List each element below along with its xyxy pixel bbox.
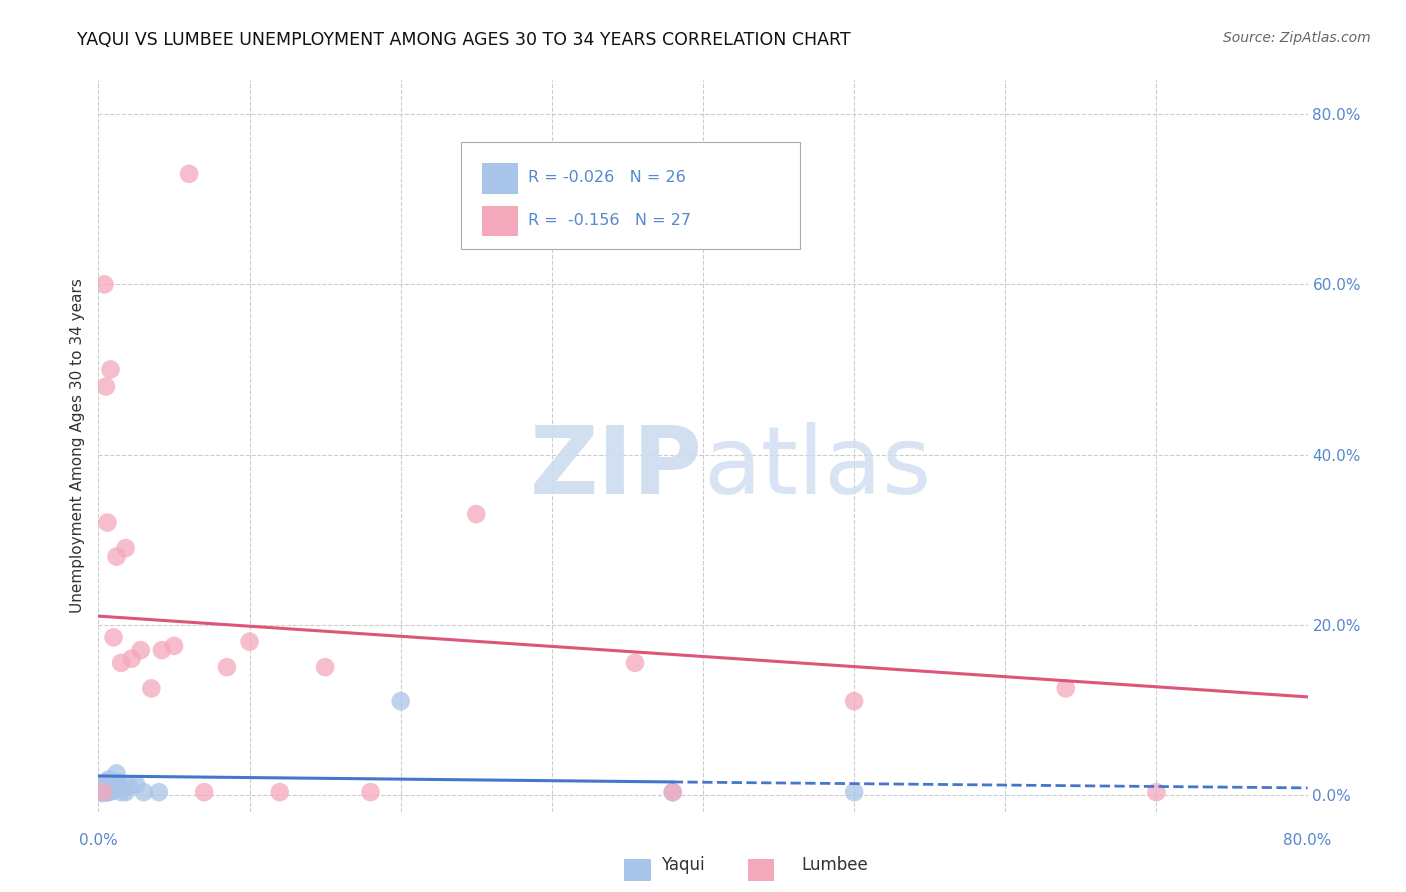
Point xyxy=(141,681,163,696)
Point xyxy=(360,785,382,799)
Point xyxy=(114,785,136,799)
Text: R =  -0.156   N = 27: R = -0.156 N = 27 xyxy=(527,212,690,227)
Point xyxy=(105,766,128,780)
Point xyxy=(101,777,124,791)
Point xyxy=(129,643,152,657)
FancyBboxPatch shape xyxy=(482,205,517,236)
Text: R = -0.026   N = 26: R = -0.026 N = 26 xyxy=(527,170,685,186)
Point xyxy=(96,516,118,530)
Point xyxy=(624,656,647,670)
Point xyxy=(150,643,173,657)
FancyBboxPatch shape xyxy=(482,163,517,194)
Y-axis label: Unemployment Among Ages 30 to 34 years: Unemployment Among Ages 30 to 34 years xyxy=(70,278,86,614)
Text: Source: ZipAtlas.com: Source: ZipAtlas.com xyxy=(1223,31,1371,45)
Text: 80.0%: 80.0% xyxy=(1284,833,1331,848)
Point xyxy=(110,656,132,670)
Point xyxy=(94,785,117,799)
Point xyxy=(111,780,134,795)
Point xyxy=(110,785,132,799)
Text: Yaqui: Yaqui xyxy=(661,856,704,874)
Point xyxy=(215,660,238,674)
Point xyxy=(103,783,125,797)
Point xyxy=(91,785,114,799)
Point xyxy=(98,785,121,799)
Point xyxy=(148,785,170,799)
Point xyxy=(239,634,262,648)
Point xyxy=(94,775,117,789)
Point xyxy=(114,541,136,555)
Point xyxy=(661,785,683,799)
Point xyxy=(103,631,125,645)
FancyBboxPatch shape xyxy=(624,859,651,881)
Text: Lumbee: Lumbee xyxy=(801,856,868,874)
Point xyxy=(93,780,115,795)
Point xyxy=(125,777,148,791)
Point xyxy=(269,785,291,799)
Point xyxy=(121,651,143,665)
Point xyxy=(100,362,122,376)
Point xyxy=(91,785,114,799)
Point xyxy=(163,639,186,653)
Point xyxy=(1054,681,1077,696)
Point xyxy=(661,785,683,799)
Point xyxy=(96,785,118,799)
Text: 0.0%: 0.0% xyxy=(79,833,118,848)
FancyBboxPatch shape xyxy=(461,143,800,249)
Point xyxy=(389,694,412,708)
Point xyxy=(93,785,115,799)
Point xyxy=(91,779,114,793)
Point xyxy=(844,694,866,708)
Text: ZIP: ZIP xyxy=(530,422,703,514)
Point xyxy=(193,785,215,799)
Point xyxy=(844,785,866,799)
Point xyxy=(98,772,121,787)
Point xyxy=(179,167,201,181)
Point xyxy=(132,785,155,799)
Point xyxy=(94,379,117,393)
Point xyxy=(104,780,127,795)
FancyBboxPatch shape xyxy=(748,859,775,881)
Text: YAQUI VS LUMBEE UNEMPLOYMENT AMONG AGES 30 TO 34 YEARS CORRELATION CHART: YAQUI VS LUMBEE UNEMPLOYMENT AMONG AGES … xyxy=(77,31,851,49)
Point xyxy=(314,660,336,674)
Point xyxy=(105,549,128,564)
Text: atlas: atlas xyxy=(703,422,931,514)
Point xyxy=(107,775,129,789)
Point xyxy=(465,507,488,521)
Point xyxy=(100,780,122,795)
Point xyxy=(93,277,115,292)
Point xyxy=(1144,785,1167,799)
Point xyxy=(90,786,112,800)
Point xyxy=(118,779,141,793)
